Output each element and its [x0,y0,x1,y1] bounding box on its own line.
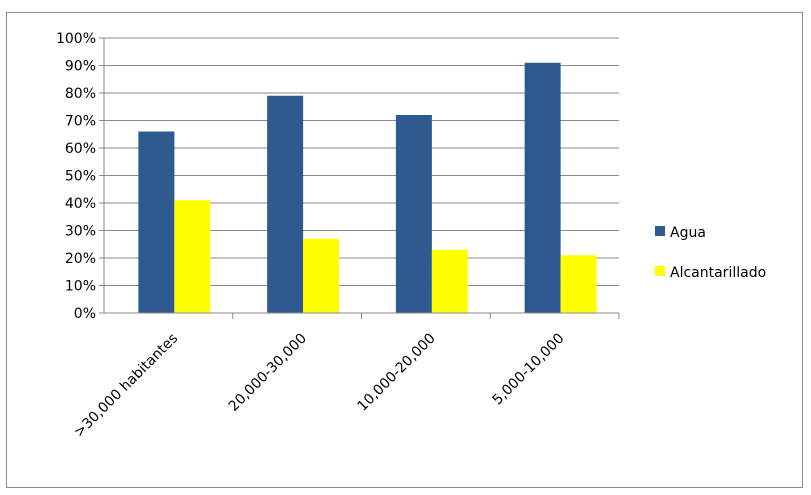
y-tick-label: 30% [65,224,96,240]
y-tick-label: 60% [65,141,96,157]
y-axis-ticks: 0% 10% 20% 30% 40% 50% 60% 70% 80% 90% 100% [56,31,96,322]
bar-agua-1 [267,95,304,313]
y-tick-label: 80% [65,86,96,102]
bars [138,62,597,313]
y-tick-label: 0% [74,306,96,322]
legend-swatch-alcantarillado [655,266,665,276]
y-tick-label: 70% [65,114,96,130]
bar-agua-3 [524,62,561,313]
bar-alcantarillado-0 [174,200,211,313]
legend-label-alcantarillado: Alcantarillado [670,265,766,281]
legend-label-agua: Agua [670,225,706,241]
bar-agua-0 [138,131,175,313]
x-axis-ticks: >30,000 habitantes 20,000-30,000 10,000-20… [71,331,567,441]
y-tick-label: 10% [65,279,96,295]
bar-alcantarillado-2 [431,249,468,313]
y-tick-label: 90% [65,59,96,75]
x-tick-label: >30,000 habitantes [71,331,181,441]
x-tick-label: 10,000-20,000 [355,331,439,415]
y-tick-label: 50% [65,169,96,185]
y-tick-label: 20% [65,251,96,267]
x-tick-label: 20,000-30,000 [226,331,310,415]
bar-agua-2 [395,115,432,313]
bar-alcantarillado-1 [303,238,340,313]
y-tick-label: 100% [56,31,96,47]
axes [99,37,620,319]
x-tick-label: 5,000-10,000 [490,331,568,409]
y-tick-label: 40% [65,196,96,212]
legend-swatch-agua [655,226,665,236]
bar-alcantarillado-3 [560,255,597,313]
legend: Agua Alcantarillado [655,225,766,281]
